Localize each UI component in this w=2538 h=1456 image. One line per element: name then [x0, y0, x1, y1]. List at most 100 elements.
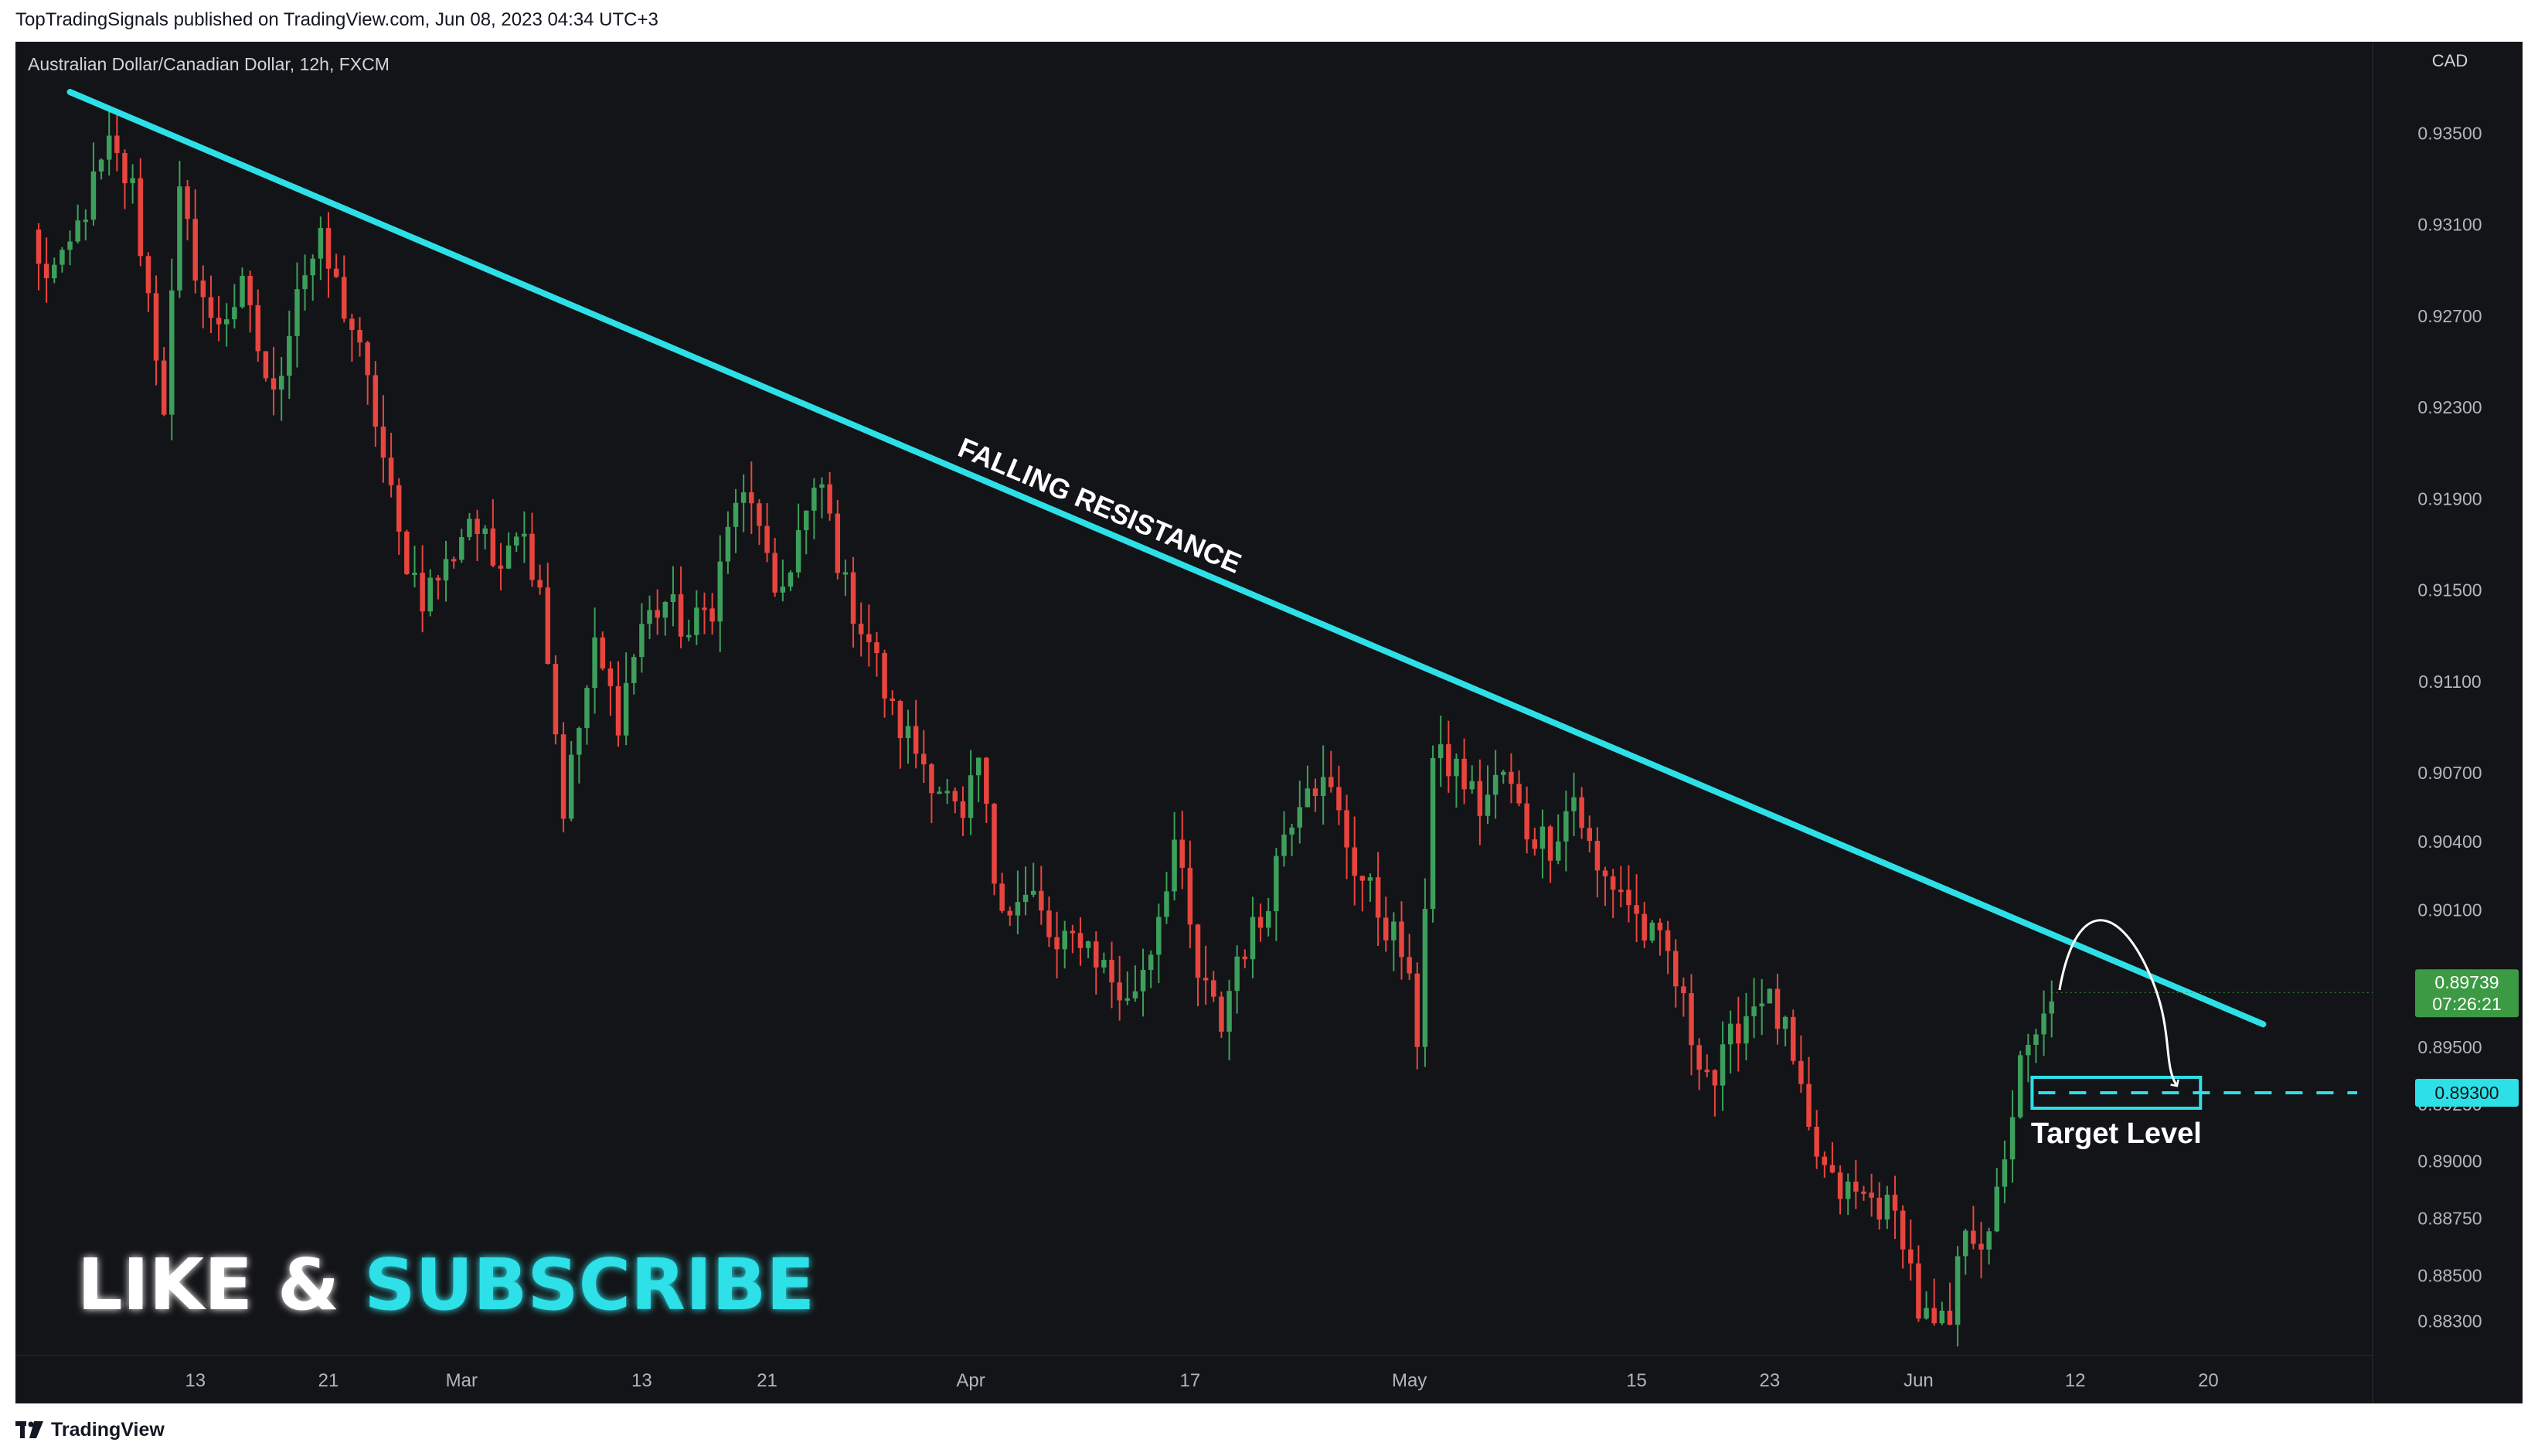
symbol-info: Australian Dollar/Canadian Dollar, 12h, …: [28, 54, 390, 74]
publish-bar: TopTradingSignals published on TradingVi…: [0, 0, 2538, 42]
candle-body: [804, 510, 809, 530]
candle-body: [1751, 1006, 1757, 1017]
candle-body: [1767, 988, 1773, 1004]
candle-body: [1774, 988, 1781, 1029]
candle-body: [1391, 921, 1397, 941]
candle-body: [662, 601, 669, 618]
candle-body: [1274, 856, 1279, 912]
candle-body: [1430, 757, 1436, 910]
candle-body: [1039, 890, 1044, 911]
time-tick-label: Jun: [1904, 1370, 1934, 1391]
candle-body: [1132, 991, 1138, 998]
candle-body: [623, 682, 629, 736]
candle-body: [975, 757, 982, 776]
candle-body: [607, 668, 614, 686]
candle-body: [1203, 978, 1209, 981]
candle-body: [1485, 794, 1491, 816]
candle-body: [1931, 1308, 1937, 1324]
target-price-tag: [2415, 1079, 2519, 1107]
candle-body: [1673, 951, 1679, 987]
footer: TradingView: [0, 1403, 2538, 1456]
candle-body: [1814, 1127, 1819, 1157]
candle-body: [1117, 982, 1122, 1001]
candle-body: [224, 319, 230, 325]
like-text: LIKE &: [77, 1243, 364, 1326]
countdown-timer: 07:26:21: [2432, 994, 2502, 1014]
time-tick-label: 13: [631, 1370, 652, 1391]
candle-body: [866, 634, 872, 643]
candle-body: [216, 318, 222, 325]
candle-body: [490, 528, 496, 566]
candle-body: [1955, 1256, 1961, 1325]
candle-body: [342, 277, 347, 319]
candle-body: [913, 726, 919, 754]
tradingview-logo[interactable]: TradingView: [15, 1417, 165, 1442]
currency-label: CAD: [2432, 51, 2468, 70]
candle-body: [1829, 1165, 1835, 1173]
price-tick-label: 0.90700: [2417, 763, 2482, 783]
candle-body: [874, 642, 879, 653]
candle-body: [529, 533, 535, 580]
candle-body: [232, 307, 237, 320]
candle-body: [60, 250, 65, 265]
price-tick-label: 0.90100: [2417, 900, 2482, 920]
candle-body: [1062, 930, 1067, 950]
candle-body: [678, 594, 684, 637]
candle-body: [1289, 827, 1295, 835]
tradingview-logo-icon: [15, 1421, 43, 1438]
candle-body: [655, 610, 660, 618]
candle-body: [208, 297, 214, 318]
candle-body: [2009, 1117, 2016, 1160]
like-subscribe-banner: LIKE & SUBSCRIBE: [77, 1243, 815, 1326]
candle-body: [1172, 839, 1177, 892]
candle-body: [1539, 826, 1546, 849]
candle-body: [858, 624, 864, 634]
candle-body: [420, 573, 425, 612]
candle-body: [937, 791, 942, 794]
candlestick-chart[interactable]: 0.93500 0.93100 0.92700 0.92300 0.91900 0.915…: [15, 42, 2523, 1403]
candle-body: [1320, 777, 1326, 796]
time-axis: 13 21 Mar 13 21 Apr 17 May 15 23 Jun 12 20: [185, 1370, 2218, 1391]
candle-body: [240, 275, 245, 308]
candle-body: [1978, 1243, 1984, 1250]
candle-body: [1265, 911, 1271, 928]
candle-body: [560, 734, 566, 819]
candle-body: [577, 728, 582, 755]
candle-body: [1156, 917, 1162, 955]
candle-body: [897, 700, 903, 739]
candle-body: [1884, 1194, 1890, 1220]
candle-body: [772, 553, 777, 593]
candle-body: [835, 513, 841, 573]
candle-body: [733, 502, 739, 527]
candle-body: [568, 754, 574, 819]
candle-body: [98, 159, 104, 172]
candle-body: [1861, 1191, 1866, 1194]
candle-body: [686, 634, 692, 638]
time-tick-label: 21: [757, 1370, 777, 1391]
candle-body: [1352, 847, 1357, 876]
candle-body: [412, 573, 417, 576]
candle-body: [1257, 917, 1264, 928]
candle-body: [522, 533, 527, 537]
time-tick-label: 15: [1626, 1370, 1647, 1391]
candle-body: [1806, 1083, 1812, 1128]
candle-body: [138, 178, 143, 257]
candle-body: [1782, 1016, 1788, 1029]
price-tick-label: 0.91900: [2417, 488, 2482, 509]
candle-body: [2026, 1045, 2031, 1056]
candle-body: [349, 318, 355, 330]
candle-body: [1226, 991, 1232, 1032]
time-tick-label: Apr: [956, 1370, 985, 1391]
candle-body: [153, 293, 159, 361]
candle-body: [725, 526, 731, 562]
candle-body: [702, 607, 707, 611]
candle-body: [1211, 980, 1216, 997]
candle-body: [717, 561, 723, 622]
candle-body: [1649, 922, 1655, 941]
candle-body: [1626, 890, 1631, 906]
chart-area[interactable]: 0.93500 0.93100 0.92700 0.92300 0.91900 0.915…: [15, 42, 2523, 1403]
price-tick-label: 0.93100: [2417, 215, 2482, 235]
candle-body: [1876, 1197, 1882, 1220]
candle-body: [553, 664, 559, 735]
candle-body: [984, 757, 989, 805]
